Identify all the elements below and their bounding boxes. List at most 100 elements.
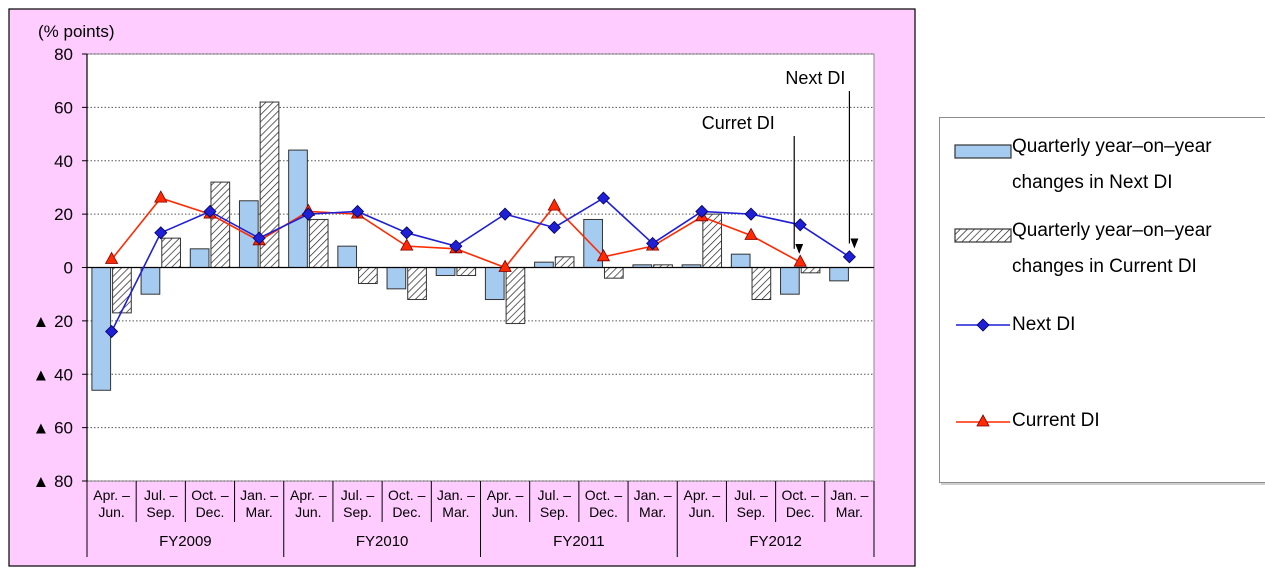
x-tick-label: Oct. –: [191, 487, 229, 503]
current-di-point: [400, 238, 414, 251]
bar-current-change: [554, 256, 575, 269]
y-tick-label: ▲ 60: [33, 419, 73, 438]
next-di-point: [793, 218, 807, 232]
legend-swatch-blue-bar: [954, 144, 1012, 159]
annotation-label: Next DI: [785, 68, 845, 88]
legend-entry-current-change: Quarterly year–on–year changes in Curren…: [940, 212, 1260, 278]
bar-current-change: [603, 267, 624, 279]
x-tick-label: Apr. –: [290, 487, 327, 503]
legend-label-current-change-line1: Quarterly year–on–year: [1012, 220, 1212, 241]
bar-current-change: [308, 218, 329, 268]
x-tick-label: Dec.: [196, 504, 225, 520]
legend-entry-next-di: Next DI: [940, 310, 1260, 340]
bar-next-change: [829, 267, 849, 282]
chart-svg: (% points) 80 60 40 20 0 ▲ 20 ▲ 40 ▲ 60 ▲ 80 Apr. …: [8, 8, 916, 567]
bar-next-change: [238, 200, 259, 268]
current-di-point: [547, 198, 561, 211]
legend-swatch-hatched-bar: [954, 228, 1012, 243]
group-label: FY2012: [749, 533, 802, 550]
next-di-point: [350, 204, 365, 219]
legend-entry-current-di: Current DI: [940, 406, 1260, 436]
x-tick-label: Sep.: [540, 504, 569, 520]
chart-area: (% points) 80 60 40 20 0 ▲ 20 ▲ 40 ▲ 60 ▲ 80 Apr. …: [8, 8, 916, 567]
x-tick-label: Oct. –: [585, 487, 623, 503]
bar-next-change: [730, 253, 751, 268]
y-tick-label: 60: [54, 98, 73, 117]
current-di-point: [793, 254, 807, 267]
bar-current-change: [751, 267, 772, 301]
x-tick-label: Mar.: [836, 504, 863, 520]
legend-label-next-di: Next DI: [1012, 314, 1076, 335]
bar-next-change: [435, 267, 456, 277]
legend-swatch-triangle-line: [956, 414, 1010, 427]
legend-box: Quarterly year–on–year changes in Next D…: [939, 117, 1265, 483]
next-di-point: [842, 250, 856, 264]
x-tick-label: Mar.: [639, 504, 666, 520]
y-tick-label: ▲ 40: [33, 365, 73, 384]
group-label: FY2010: [356, 533, 409, 550]
next-di-point: [154, 226, 168, 240]
x-tick-label: Sep.: [343, 504, 372, 520]
x-tick-label: Oct. –: [782, 487, 820, 503]
bar-current-change: [456, 267, 477, 277]
x-tick-label: Dec.: [786, 504, 815, 520]
current-di-point: [744, 227, 758, 240]
next-di-point: [301, 207, 315, 221]
y-tick-label: ▲ 80: [33, 472, 73, 491]
legend-label-next-change-line1: Quarterly year–on–year: [1012, 136, 1212, 157]
bar-current-change: [161, 237, 181, 269]
next-di-point: [400, 226, 414, 240]
x-tick-label: Jan. –: [437, 487, 475, 503]
bar-current-change: [407, 267, 427, 301]
bar-next-change: [337, 245, 358, 268]
group-label: FY2011: [553, 533, 604, 550]
next-di-point: [646, 236, 660, 251]
next-di-point: [252, 231, 266, 245]
bar-next-change: [534, 261, 554, 269]
x-tick-label: Jul. –: [734, 487, 768, 503]
current-di-point: [154, 190, 168, 203]
group-label: FY2009: [159, 533, 212, 550]
x-tick-label: Oct. –: [388, 487, 426, 503]
unit-label: (% points): [38, 22, 115, 41]
bar-current-change: [702, 213, 723, 268]
current-di-point: [596, 248, 611, 262]
x-tick-label: Apr. –: [93, 487, 130, 503]
bar-current-change: [358, 267, 378, 285]
legend-swatch-diamond-line: [956, 318, 1010, 332]
legend-label-current-di: Current DI: [1012, 410, 1100, 431]
bar-current-change: [112, 267, 132, 314]
bar-next-change: [288, 149, 308, 268]
x-tick-label: Mar.: [246, 504, 273, 520]
next-di-point: [547, 220, 561, 235]
next-di-point: [744, 207, 758, 221]
y-tick-label: 40: [54, 152, 73, 171]
next-di-point: [498, 207, 512, 221]
next-di-point: [695, 204, 709, 219]
x-tick-label: Dec.: [392, 504, 421, 520]
next-di-point: [105, 324, 119, 339]
x-tick-label: Mar.: [442, 504, 469, 520]
bar-next-change: [780, 267, 800, 295]
x-tick-label: Jan. –: [634, 487, 672, 503]
x-tick-label: Sep.: [737, 504, 766, 520]
x-tick-label: Sep.: [146, 504, 175, 520]
x-tick-label: Jun.: [689, 504, 715, 520]
y-tick-label: 0: [64, 259, 73, 278]
y-tick-label: 80: [54, 45, 73, 64]
x-tick-label: Jul. –: [144, 487, 178, 503]
legend-label-next-change-line2: changes in Next DI: [1012, 172, 1173, 193]
next-di-point: [449, 239, 463, 253]
bar-next-change: [140, 267, 161, 295]
next-di-point: [596, 191, 611, 205]
x-tick-label: Jan. –: [240, 487, 278, 503]
legend-entry-next-change: Quarterly year–on–year changes in Next D…: [940, 128, 1260, 194]
bar-next-change: [189, 248, 210, 269]
next-di-point: [203, 204, 217, 219]
x-tick-label: Jan. –: [830, 487, 868, 503]
bar-next-change: [386, 267, 407, 290]
current-di-point: [498, 259, 512, 272]
annotation-label: Curret DI: [702, 113, 775, 133]
x-tick-label: Jul. –: [341, 487, 375, 503]
bar-current-change: [210, 181, 231, 269]
